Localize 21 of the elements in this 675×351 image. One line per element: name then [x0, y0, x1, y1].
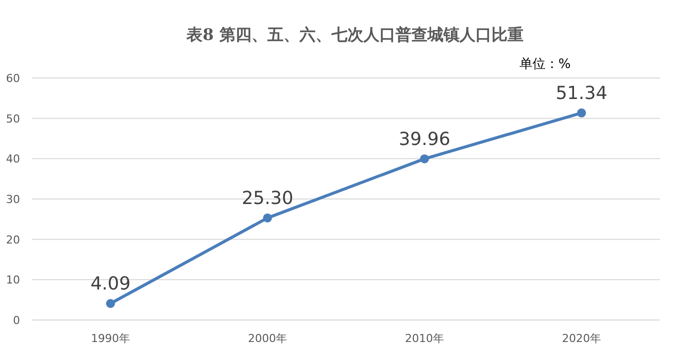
x-tick-label: 2000年: [248, 332, 287, 345]
y-tick-label: 40: [6, 152, 20, 166]
y-tick-label: 60: [6, 72, 20, 85]
data-label: 39.96: [398, 128, 450, 150]
point: [106, 299, 115, 308]
x-tick-label: 2010年: [405, 332, 444, 345]
x-tick-label: 1990年: [91, 332, 130, 345]
y-tick-label: 20: [6, 233, 20, 246]
text: 单位：%: [519, 57, 571, 72]
point: [263, 213, 272, 222]
y-tick-label: 30: [6, 193, 20, 206]
x-tick-label: 2020年: [562, 332, 601, 345]
point: [420, 154, 429, 164]
data-label: 4.09: [90, 274, 131, 295]
point: [577, 108, 586, 118]
data-label: 51.34: [556, 82, 608, 104]
y-tick-label: 50: [6, 112, 20, 126]
y-tick-label: 0: [13, 314, 20, 327]
chart-title: 表8 第四、五、六、七次人口普查城镇人口比重: [186, 25, 524, 44]
data-label: 25.30: [242, 188, 294, 209]
y-tick-label: 10: [6, 274, 20, 287]
